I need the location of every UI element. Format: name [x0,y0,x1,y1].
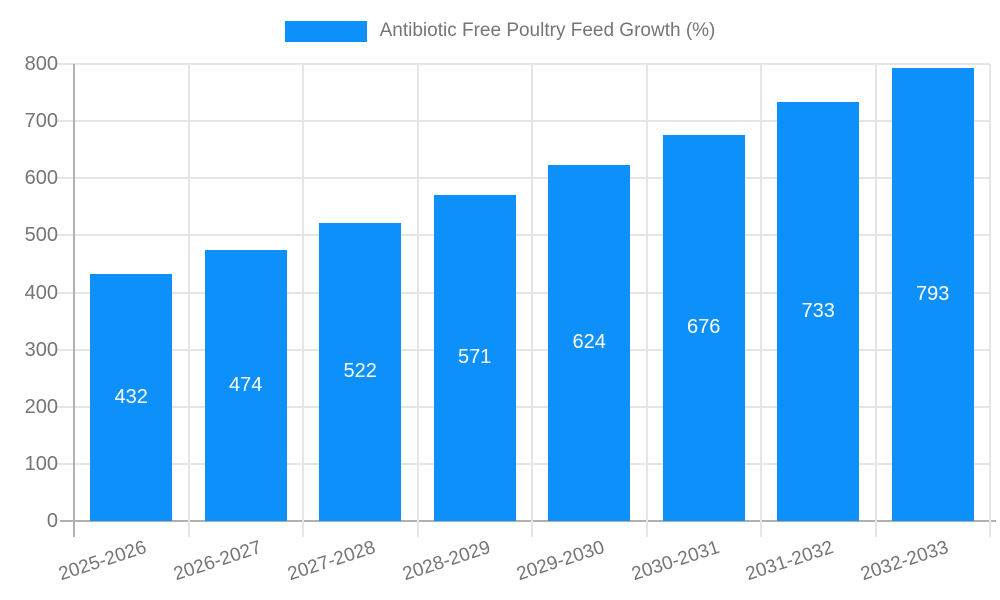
x-axis-tick [187,521,190,537]
y-axis-tick-label: 700 [24,110,58,133]
y-axis-tick-label: 200 [24,395,58,418]
gridline [187,64,190,521]
gridline [302,64,304,521]
bar[interactable]: 624 [548,164,631,521]
gridline [56,462,990,465]
x-axis-tick-label: 2025-2026 [56,537,150,586]
gridline [56,348,990,351]
bar-value-label: 571 [458,346,492,369]
x-axis-tick [302,521,304,537]
x-axis-line [60,520,996,522]
x-axis-tick [760,521,762,537]
legend-swatch [284,20,367,42]
x-axis-tick-label: 2027-2028 [285,537,379,586]
bar-value-label: 793 [916,282,950,305]
gridline [874,64,877,521]
bar[interactable]: 432 [90,274,173,521]
gridline [645,64,648,521]
bar[interactable]: 522 [319,222,402,521]
gridline [760,64,762,521]
x-axis-tick-label: 2032-2033 [858,537,951,586]
bar-value-label: 474 [229,374,263,397]
bar[interactable]: 793 [891,67,974,521]
y-axis-tick-label: 400 [24,281,58,304]
y-axis-tick-label: 100 [24,452,58,475]
x-axis-tick-label: 2031-2032 [743,537,837,586]
bar[interactable]: 474 [204,250,287,521]
x-axis-tick [416,521,419,537]
gridline [56,63,990,65]
gridline [56,291,990,294]
bar-value-label: 522 [343,360,377,383]
bar[interactable]: 733 [777,102,860,521]
gridline [56,234,990,237]
bar-value-label: 733 [801,300,835,323]
gridline [56,405,990,408]
x-axis-tick-label: 2026-2027 [171,537,264,586]
x-axis-tick [645,521,648,537]
gridline [989,64,991,521]
x-axis-tick [874,521,877,537]
x-axis-tick-label: 2028-2029 [400,537,493,586]
x-axis-tick [989,521,991,537]
gridline [56,177,990,180]
x-axis-tick-label: 2030-2031 [629,537,722,586]
bar-value-label: 432 [114,386,148,409]
x-axis-tick-label: 2029-2030 [514,537,608,586]
legend-label: Antibiotic Free Poultry Feed Growth (%) [379,20,716,41]
y-axis-line [73,64,75,537]
y-axis-tick-label: 300 [24,338,58,361]
legend[interactable]: Antibiotic Free Poultry Feed Growth (%) [0,20,1000,42]
bar[interactable]: 571 [433,194,516,521]
y-axis-tick-label: 500 [24,224,58,247]
bar-value-label: 624 [572,331,606,354]
gridline [416,64,419,521]
bar[interactable]: 676 [662,134,745,521]
y-axis-tick-label: 0 [46,510,58,532]
gridline [56,120,990,123]
bar-value-label: 676 [687,316,721,339]
y-axis-tick-label: 600 [24,167,58,190]
x-axis-tick [531,521,533,537]
gridline [531,64,533,521]
y-axis-tick-label: 800 [24,53,58,75]
